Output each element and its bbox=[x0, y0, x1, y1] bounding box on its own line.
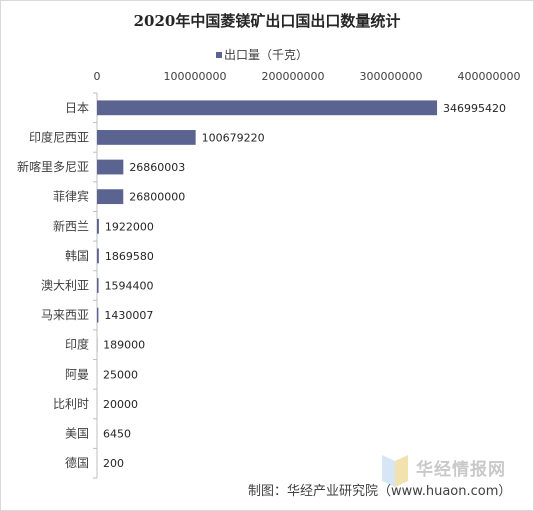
legend-swatch bbox=[216, 52, 222, 58]
legend: 出口量（千克） bbox=[216, 48, 308, 62]
watermark-logo-icon bbox=[382, 455, 408, 487]
data-label: 25000 bbox=[103, 368, 138, 381]
bar bbox=[97, 278, 99, 293]
y-tick-label: 马来西亚 bbox=[41, 308, 89, 322]
y-tick-label: 印度尼西亚 bbox=[29, 129, 89, 144]
y-tick-label: 比利时 bbox=[53, 397, 89, 411]
bar bbox=[97, 100, 438, 116]
x-tick-label: 400000000 bbox=[458, 70, 521, 83]
data-label: 189000 bbox=[103, 339, 145, 352]
bars: 346995420 100679220 26860003 26800000 192200… bbox=[97, 100, 506, 471]
bar bbox=[97, 189, 124, 205]
bar bbox=[97, 307, 99, 323]
bar bbox=[97, 159, 124, 175]
data-label: 26860003 bbox=[129, 161, 185, 174]
data-label: 200 bbox=[103, 457, 124, 470]
x-tick-label: 300000000 bbox=[360, 70, 423, 83]
y-tick-label: 美国 bbox=[65, 427, 89, 441]
legend-label: 出口量（千克） bbox=[224, 48, 308, 62]
bar bbox=[97, 130, 196, 145]
chart-title: 2020年中国菱镁矿出口国出口数量统计 bbox=[134, 12, 401, 30]
data-label: 20000 bbox=[103, 398, 138, 411]
y-tick-label: 澳大利亚 bbox=[41, 279, 89, 293]
x-tick-label: 200000000 bbox=[262, 70, 325, 83]
y-tick-label: 日本 bbox=[65, 101, 89, 115]
data-label: 26800000 bbox=[129, 191, 185, 204]
y-tick-label: 新西兰 bbox=[53, 218, 89, 233]
y-tick-label: 韩国 bbox=[65, 248, 89, 263]
data-label: 100679220 bbox=[202, 131, 265, 144]
source-note: 制图：华经产业研究院（www.huaon.com） bbox=[248, 484, 512, 499]
data-label: 1922000 bbox=[105, 220, 154, 233]
x-axis: 0 100000000 200000000 300000000 400000000 bbox=[94, 70, 521, 83]
y-tick-label: 新喀里多尼亚 bbox=[17, 159, 89, 174]
y-tick-label: 菲律宾 bbox=[53, 189, 89, 204]
watermark-text: 华经情报网 bbox=[416, 460, 506, 480]
x-tick-label: 100000000 bbox=[164, 70, 227, 83]
x-tick-label: 0 bbox=[94, 70, 101, 83]
data-label: 1869580 bbox=[105, 250, 154, 263]
y-tick-label: 阿曼 bbox=[65, 367, 89, 381]
bar bbox=[97, 248, 99, 264]
bar bbox=[97, 218, 99, 234]
data-label: 1594400 bbox=[105, 280, 154, 293]
data-label: 1430007 bbox=[104, 309, 153, 322]
y-tick-label: 印度 bbox=[65, 337, 89, 352]
data-label: 346995420 bbox=[443, 102, 506, 115]
y-tick-label: 德国 bbox=[65, 455, 89, 470]
data-label: 6450 bbox=[103, 428, 131, 441]
